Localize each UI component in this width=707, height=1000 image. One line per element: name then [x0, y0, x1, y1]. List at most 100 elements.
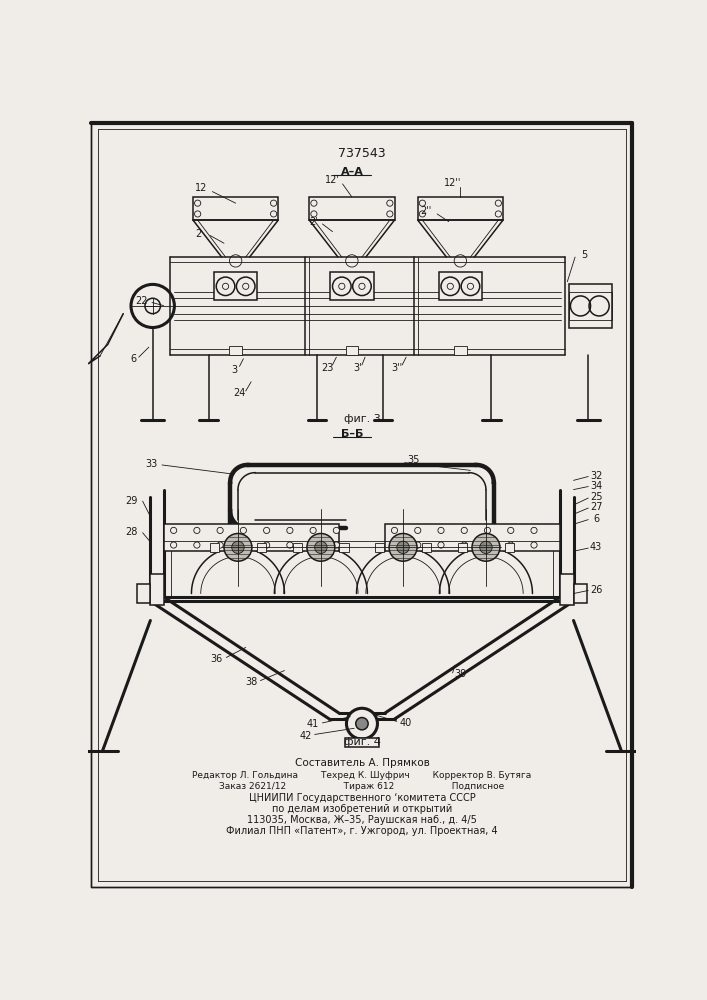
- Circle shape: [224, 533, 252, 561]
- Bar: [569, 292, 612, 320]
- Circle shape: [240, 527, 247, 533]
- Circle shape: [414, 542, 421, 548]
- Bar: [438, 272, 482, 300]
- Text: ЦНИИПИ Государственного ‘комитета СССР: ЦНИИПИ Государственного ‘комитета СССР: [249, 793, 475, 803]
- Polygon shape: [331, 554, 344, 573]
- Circle shape: [389, 533, 417, 561]
- Text: 29: 29: [125, 496, 137, 506]
- Polygon shape: [413, 522, 426, 540]
- Circle shape: [170, 542, 177, 548]
- Circle shape: [333, 542, 339, 548]
- Circle shape: [194, 542, 200, 548]
- Text: 737543: 737543: [338, 147, 386, 160]
- Bar: [151, 574, 164, 605]
- Text: 2'': 2'': [421, 206, 432, 216]
- Circle shape: [240, 542, 247, 548]
- Polygon shape: [298, 554, 311, 573]
- Bar: [164, 524, 339, 551]
- Bar: [330, 272, 373, 300]
- Bar: [137, 584, 151, 603]
- Bar: [345, 738, 379, 747]
- Bar: [214, 272, 257, 300]
- Circle shape: [346, 708, 378, 739]
- Text: 40: 40: [400, 718, 412, 728]
- Circle shape: [392, 542, 397, 548]
- Polygon shape: [463, 554, 476, 573]
- Bar: [375, 543, 385, 552]
- Bar: [309, 197, 395, 220]
- Bar: [454, 346, 467, 355]
- Text: 26: 26: [590, 585, 602, 595]
- Text: 22: 22: [135, 296, 147, 306]
- Text: 41: 41: [307, 719, 320, 729]
- Circle shape: [472, 533, 500, 561]
- Bar: [385, 524, 559, 551]
- Bar: [193, 197, 279, 220]
- Bar: [559, 574, 573, 605]
- Bar: [418, 197, 503, 220]
- Text: 3'': 3'': [391, 363, 402, 373]
- Circle shape: [307, 533, 335, 561]
- Text: А–А: А–А: [341, 167, 363, 177]
- Text: 42: 42: [299, 731, 312, 741]
- Bar: [339, 543, 349, 552]
- Text: 34: 34: [590, 481, 602, 491]
- Circle shape: [287, 527, 293, 533]
- Text: фиг. 3: фиг. 3: [344, 414, 380, 424]
- Polygon shape: [215, 554, 228, 573]
- Text: 38: 38: [245, 677, 257, 687]
- Polygon shape: [248, 554, 261, 573]
- Text: 113035, Москва, Ж–35, Раушская наб., д. 4/5: 113035, Москва, Ж–35, Раушская наб., д. …: [247, 815, 477, 825]
- Polygon shape: [215, 522, 228, 540]
- Text: 6: 6: [593, 514, 599, 524]
- Circle shape: [194, 527, 200, 533]
- Text: 36: 36: [210, 654, 223, 664]
- Text: 2: 2: [195, 229, 201, 239]
- Bar: [505, 543, 514, 552]
- Circle shape: [170, 527, 177, 533]
- Circle shape: [484, 542, 491, 548]
- Text: 35: 35: [408, 455, 420, 465]
- Circle shape: [480, 541, 492, 554]
- Bar: [346, 346, 358, 355]
- Circle shape: [531, 542, 537, 548]
- Polygon shape: [248, 522, 261, 540]
- Text: 33: 33: [146, 459, 158, 469]
- Text: 25: 25: [590, 492, 602, 502]
- Circle shape: [508, 527, 514, 533]
- Polygon shape: [496, 522, 509, 540]
- Bar: [458, 543, 467, 552]
- Polygon shape: [413, 554, 426, 573]
- Circle shape: [392, 527, 397, 533]
- Text: 28: 28: [125, 527, 137, 537]
- Text: 32: 32: [590, 471, 602, 481]
- Circle shape: [217, 542, 223, 548]
- Text: Составитель А. Прямков: Составитель А. Прямков: [295, 758, 429, 768]
- Circle shape: [414, 527, 421, 533]
- Circle shape: [461, 542, 467, 548]
- Text: 3': 3': [354, 363, 363, 373]
- Text: Б–Б: Б–Б: [341, 429, 363, 439]
- Circle shape: [310, 542, 316, 548]
- Polygon shape: [380, 554, 393, 573]
- Circle shape: [287, 542, 293, 548]
- Circle shape: [461, 527, 467, 533]
- Polygon shape: [298, 522, 311, 540]
- Circle shape: [438, 542, 444, 548]
- Text: фиг. 4: фиг. 4: [344, 737, 380, 747]
- Text: 43: 43: [590, 542, 602, 552]
- Circle shape: [315, 541, 327, 554]
- Text: 12: 12: [194, 183, 207, 193]
- Text: 2': 2': [309, 217, 317, 227]
- Circle shape: [217, 527, 223, 533]
- Polygon shape: [463, 522, 476, 540]
- Text: 12': 12': [325, 175, 340, 185]
- Text: 12'': 12'': [444, 178, 461, 188]
- Text: 27: 27: [590, 502, 602, 512]
- Text: 24: 24: [233, 388, 246, 398]
- Bar: [293, 543, 303, 552]
- Bar: [257, 543, 266, 552]
- Circle shape: [484, 527, 491, 533]
- Bar: [569, 284, 612, 328]
- Text: 39: 39: [455, 669, 467, 679]
